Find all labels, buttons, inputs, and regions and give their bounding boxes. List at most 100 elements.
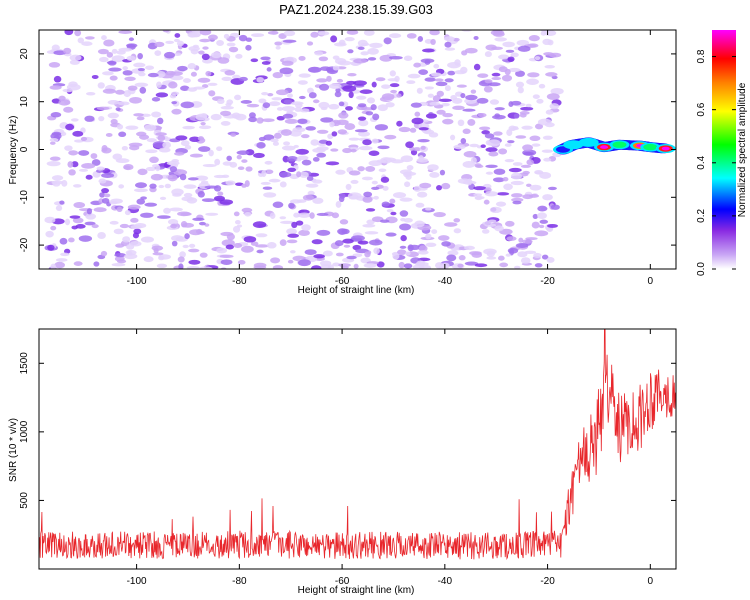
heatmap-cell [122, 70, 133, 76]
heatmap-cell [435, 81, 448, 87]
heatmap-cell [342, 147, 353, 154]
heatmap-cell [414, 111, 421, 117]
heatmap-cell [302, 194, 314, 201]
heatmap-cell [286, 228, 298, 235]
heatmap-cell [177, 256, 185, 263]
heatmap-cell [221, 239, 235, 247]
heatmap-cell [357, 103, 367, 108]
heatmap-cell [299, 108, 310, 113]
heatmap-cell [295, 148, 309, 155]
heatmap-cell [362, 139, 372, 146]
heatmap-cell [107, 112, 120, 119]
heatmap-cell [101, 144, 108, 152]
heatmap-cell [133, 113, 144, 117]
heatmap-cell [47, 244, 55, 251]
heatmap-cell [457, 119, 465, 127]
heatmap-cell [156, 117, 164, 125]
heatmap-cell [68, 169, 76, 176]
heatmap-cell [226, 233, 235, 241]
heatmap-cell [71, 161, 79, 168]
heatmap-cell [124, 76, 136, 81]
heatmap-cell [364, 231, 379, 235]
heatmap-cell [487, 139, 501, 147]
heatmap-cell [140, 236, 154, 243]
heatmap-cell [258, 98, 267, 104]
heatmap-cell [452, 105, 465, 111]
spectrogram-y-tick-label: 20 [19, 48, 30, 60]
heatmap-cell [515, 81, 525, 88]
heatmap-cell [304, 249, 317, 256]
heatmap-cell [371, 138, 379, 144]
heatmap-cell [107, 100, 120, 105]
heatmap-cell [296, 171, 302, 178]
heatmap-cell [367, 47, 379, 55]
heatmap-cell [297, 259, 311, 267]
heatmap-cell [319, 83, 330, 91]
heatmap-cell [108, 67, 122, 72]
spectrogram-x-tick-label: 0 [648, 276, 654, 287]
heatmap-cell [462, 128, 471, 135]
heatmap-cell [357, 46, 365, 50]
heatmap-cell [484, 51, 492, 58]
heatmap-cell [234, 220, 241, 225]
heatmap-cell [501, 74, 513, 82]
heatmap-cell [182, 125, 195, 130]
heatmap-cell [381, 84, 391, 89]
heatmap-cell [177, 65, 188, 72]
heatmap-cell [195, 113, 208, 121]
heatmap-cell [429, 101, 440, 106]
heatmap-cell [386, 209, 394, 213]
heatmap-cell [183, 184, 197, 189]
heatmap-cell [467, 119, 476, 126]
heatmap-cell [484, 79, 493, 84]
heatmap-cell [245, 37, 253, 42]
heatmap-cell [332, 262, 341, 267]
heatmap-cell [232, 225, 241, 233]
heatmap-cell [202, 46, 209, 50]
heatmap-cell [170, 223, 177, 229]
heatmap-cell [493, 131, 503, 136]
colorbar-tick-label: 0.2 [696, 209, 707, 223]
heatmap-cell [267, 92, 274, 97]
heatmap-cell [149, 156, 159, 164]
heatmap-cell [224, 70, 236, 76]
heatmap-cell [198, 50, 205, 55]
heatmap-cell [392, 192, 407, 199]
heatmap-cell [64, 145, 73, 152]
heatmap-cell [524, 250, 537, 254]
heatmap-cell [424, 59, 431, 65]
heatmap-cell [150, 173, 163, 181]
heatmap-cell [250, 241, 259, 246]
heatmap-cell [55, 258, 68, 262]
heatmap-cell [60, 252, 70, 257]
heatmap-cell [268, 101, 281, 107]
heatmap-cell [231, 112, 241, 119]
heatmap-cell [314, 51, 324, 56]
heatmap-cell [444, 78, 454, 83]
heatmap-cell [529, 184, 542, 191]
spectrogram-y-label: Frequency (Hz) [8, 116, 19, 185]
heatmap-cell [77, 37, 85, 44]
heatmap-cell [456, 84, 467, 88]
heatmap-cell [93, 207, 107, 213]
colorbar-ticks: 0.0 0.2 0.4 0.6 0.8 [696, 49, 736, 276]
heatmap-cell [273, 132, 282, 139]
heatmap-cell [357, 116, 367, 121]
heatmap-cell [545, 109, 554, 115]
heatmap-cell [338, 263, 351, 268]
heatmap-cell [339, 193, 346, 199]
heatmap-cell [350, 179, 359, 184]
heatmap-cell [158, 255, 165, 261]
heatmap-cell [53, 75, 62, 83]
heatmap-cell [450, 95, 457, 100]
heatmap-cell [536, 98, 544, 104]
heatmap-cell [74, 30, 82, 37]
heatmap-cell [417, 35, 424, 42]
heatmap-cell [111, 55, 125, 63]
heatmap-cell [508, 67, 521, 73]
heatmap-cell [328, 83, 342, 89]
heatmap-cell [372, 113, 380, 121]
heatmap-cell [276, 107, 284, 111]
heatmap-cell [208, 149, 214, 157]
heatmap-cell [368, 150, 380, 156]
